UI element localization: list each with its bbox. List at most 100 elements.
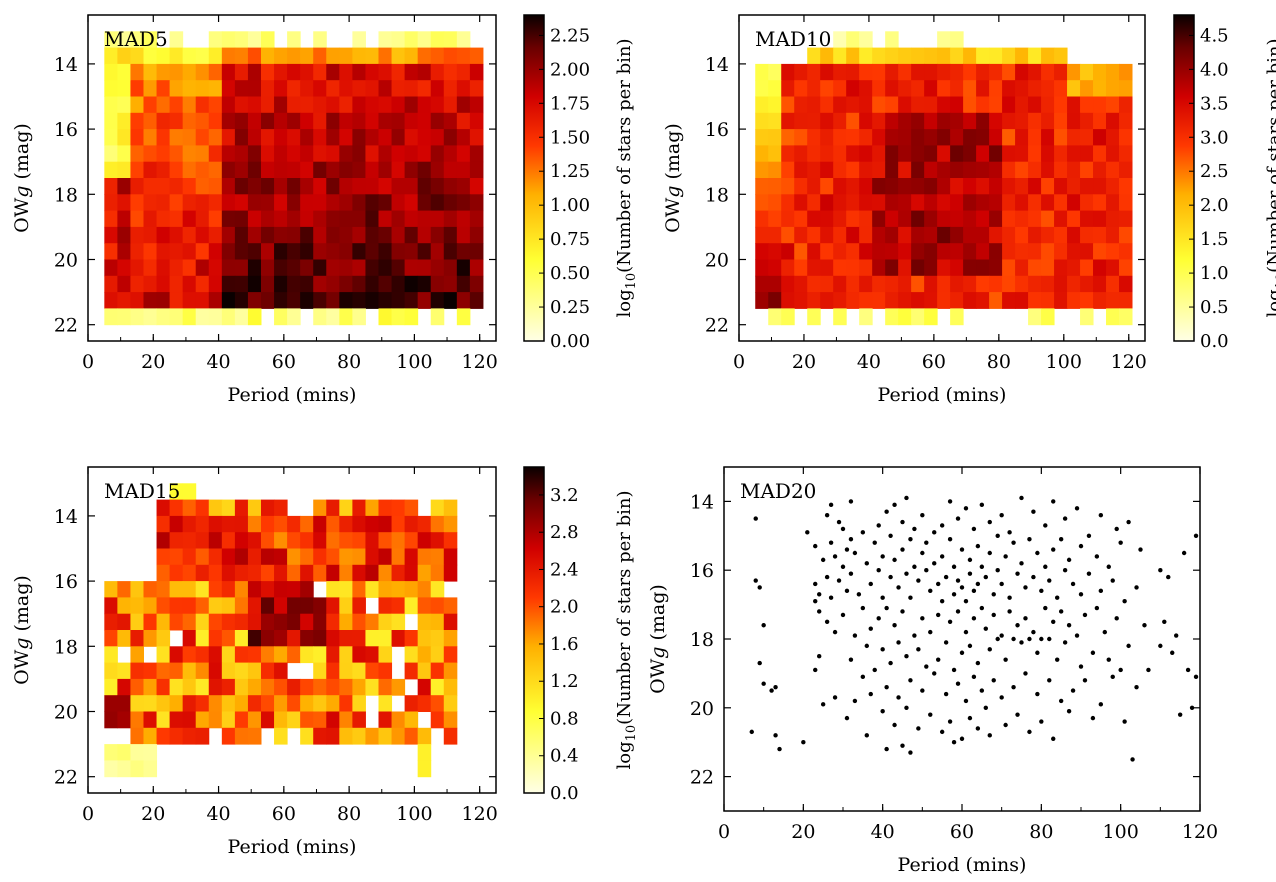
heatmap-cell bbox=[326, 662, 340, 680]
heatmap-cell bbox=[1080, 129, 1094, 146]
scatter-point bbox=[971, 588, 977, 594]
heatmap-cell bbox=[234, 145, 249, 163]
panel-title: MAD15 bbox=[104, 479, 180, 503]
x-tick-label: 20 bbox=[141, 351, 165, 373]
heatmap-cell bbox=[234, 499, 249, 517]
scatter-point bbox=[971, 616, 977, 621]
y-axis-label-rest: (mag) bbox=[662, 123, 684, 185]
heatmap-cell bbox=[1041, 308, 1055, 326]
scatter-point bbox=[912, 564, 917, 569]
heatmap-cell bbox=[156, 308, 171, 326]
heatmap-cell bbox=[247, 613, 262, 631]
heatmap-cell bbox=[195, 308, 210, 326]
scatter-point bbox=[892, 722, 897, 728]
scatter-point bbox=[844, 715, 850, 721]
heatmap-cell bbox=[130, 161, 144, 179]
heatmap-cell bbox=[378, 292, 393, 309]
scatter-point bbox=[1035, 550, 1040, 556]
scatter-point bbox=[1015, 623, 1020, 628]
heatmap-cell bbox=[768, 129, 782, 146]
heatmap-cell bbox=[1106, 226, 1120, 244]
heatmap-cell bbox=[391, 243, 406, 260]
heatmap-cell bbox=[169, 80, 184, 97]
scatter-point bbox=[820, 702, 826, 707]
heatmap-cell bbox=[104, 613, 118, 631]
heatmap-cell bbox=[417, 630, 432, 647]
heatmap-cell bbox=[130, 145, 144, 163]
heatmap-cell bbox=[169, 96, 184, 114]
heatmap-cell bbox=[117, 145, 131, 163]
heatmap-cell bbox=[169, 259, 184, 277]
heatmap-cell bbox=[1002, 96, 1016, 114]
heatmap-cell bbox=[820, 194, 834, 212]
scatter-point bbox=[888, 660, 893, 666]
heatmap-cell bbox=[1080, 210, 1094, 228]
heatmap-cell bbox=[963, 145, 977, 163]
scatter-point bbox=[1070, 688, 1076, 693]
heatmap-cell bbox=[365, 532, 379, 549]
scatter-point bbox=[1066, 709, 1072, 714]
heatmap-cell bbox=[130, 581, 144, 598]
heatmap-cell bbox=[130, 760, 144, 778]
heatmap-cell bbox=[1119, 194, 1133, 212]
heatmap-cell bbox=[1106, 161, 1120, 179]
heatmap-cell bbox=[352, 695, 366, 712]
y-tick-label: 18 bbox=[690, 629, 714, 651]
heatmap-cell bbox=[1080, 145, 1094, 163]
heatmap-cell bbox=[1041, 259, 1055, 277]
heatmap-cell bbox=[169, 483, 184, 501]
heatmap-cell bbox=[352, 129, 366, 146]
heatmap-cell bbox=[417, 63, 432, 81]
heatmap-cell bbox=[260, 47, 275, 65]
heatmap-cell bbox=[872, 194, 886, 212]
heatmap-cell bbox=[1106, 129, 1120, 146]
heatmap-cell bbox=[807, 226, 821, 244]
y-tick-label: 14 bbox=[54, 54, 78, 76]
heatmap-cell bbox=[898, 161, 912, 179]
heatmap-cell bbox=[404, 630, 419, 647]
heatmap-cell bbox=[1080, 226, 1094, 244]
heatmap-cell bbox=[820, 80, 834, 97]
heatmap-cell bbox=[794, 129, 808, 146]
scatter-point bbox=[1102, 629, 1108, 635]
scatter-point bbox=[1110, 674, 1115, 680]
heatmap-cell bbox=[391, 80, 406, 97]
heatmap-cell bbox=[143, 31, 158, 49]
heatmap-cell bbox=[807, 259, 821, 277]
heatmap-cell bbox=[378, 96, 393, 114]
heatmap-cell bbox=[976, 112, 990, 130]
heatmap-cell bbox=[234, 275, 249, 293]
heatmap-cell bbox=[898, 275, 912, 293]
scatter-point bbox=[1162, 619, 1167, 624]
heatmap-cell bbox=[274, 548, 288, 566]
heatmap-cell bbox=[404, 112, 419, 130]
heatmap-cell bbox=[247, 564, 262, 582]
x-tick-label: 60 bbox=[922, 351, 946, 373]
heatmap-cell bbox=[260, 275, 275, 293]
heatmap-cell bbox=[924, 243, 938, 260]
heatmap-cell bbox=[1028, 161, 1042, 179]
heatmap-cell bbox=[1015, 210, 1029, 228]
heatmap-cell bbox=[1106, 96, 1120, 114]
heatmap-cell bbox=[443, 112, 458, 130]
heatmap-cell bbox=[274, 564, 288, 582]
scatter-point bbox=[840, 526, 846, 532]
heatmap-cell bbox=[1054, 112, 1068, 130]
heatmap-cell bbox=[300, 194, 314, 212]
colorbar-tick-label: 1.6 bbox=[550, 634, 579, 655]
heatmap-cell bbox=[378, 145, 393, 163]
heatmap-cell bbox=[169, 47, 184, 65]
heatmap-cell bbox=[469, 47, 484, 65]
heatmap-cell bbox=[417, 727, 432, 745]
heatmap-cell bbox=[989, 259, 1003, 277]
heatmap-cell bbox=[755, 226, 769, 244]
heatmap-cell bbox=[781, 259, 795, 277]
heatmap-cell bbox=[169, 292, 184, 309]
heatmap-cell bbox=[859, 63, 873, 81]
heatmap-cell bbox=[430, 80, 445, 97]
heatmap-cell bbox=[391, 210, 406, 228]
heatmap-cell bbox=[872, 275, 886, 293]
heatmap-cell bbox=[195, 548, 210, 566]
heatmap-cell bbox=[1080, 292, 1094, 309]
heatmap-cell bbox=[300, 613, 314, 631]
